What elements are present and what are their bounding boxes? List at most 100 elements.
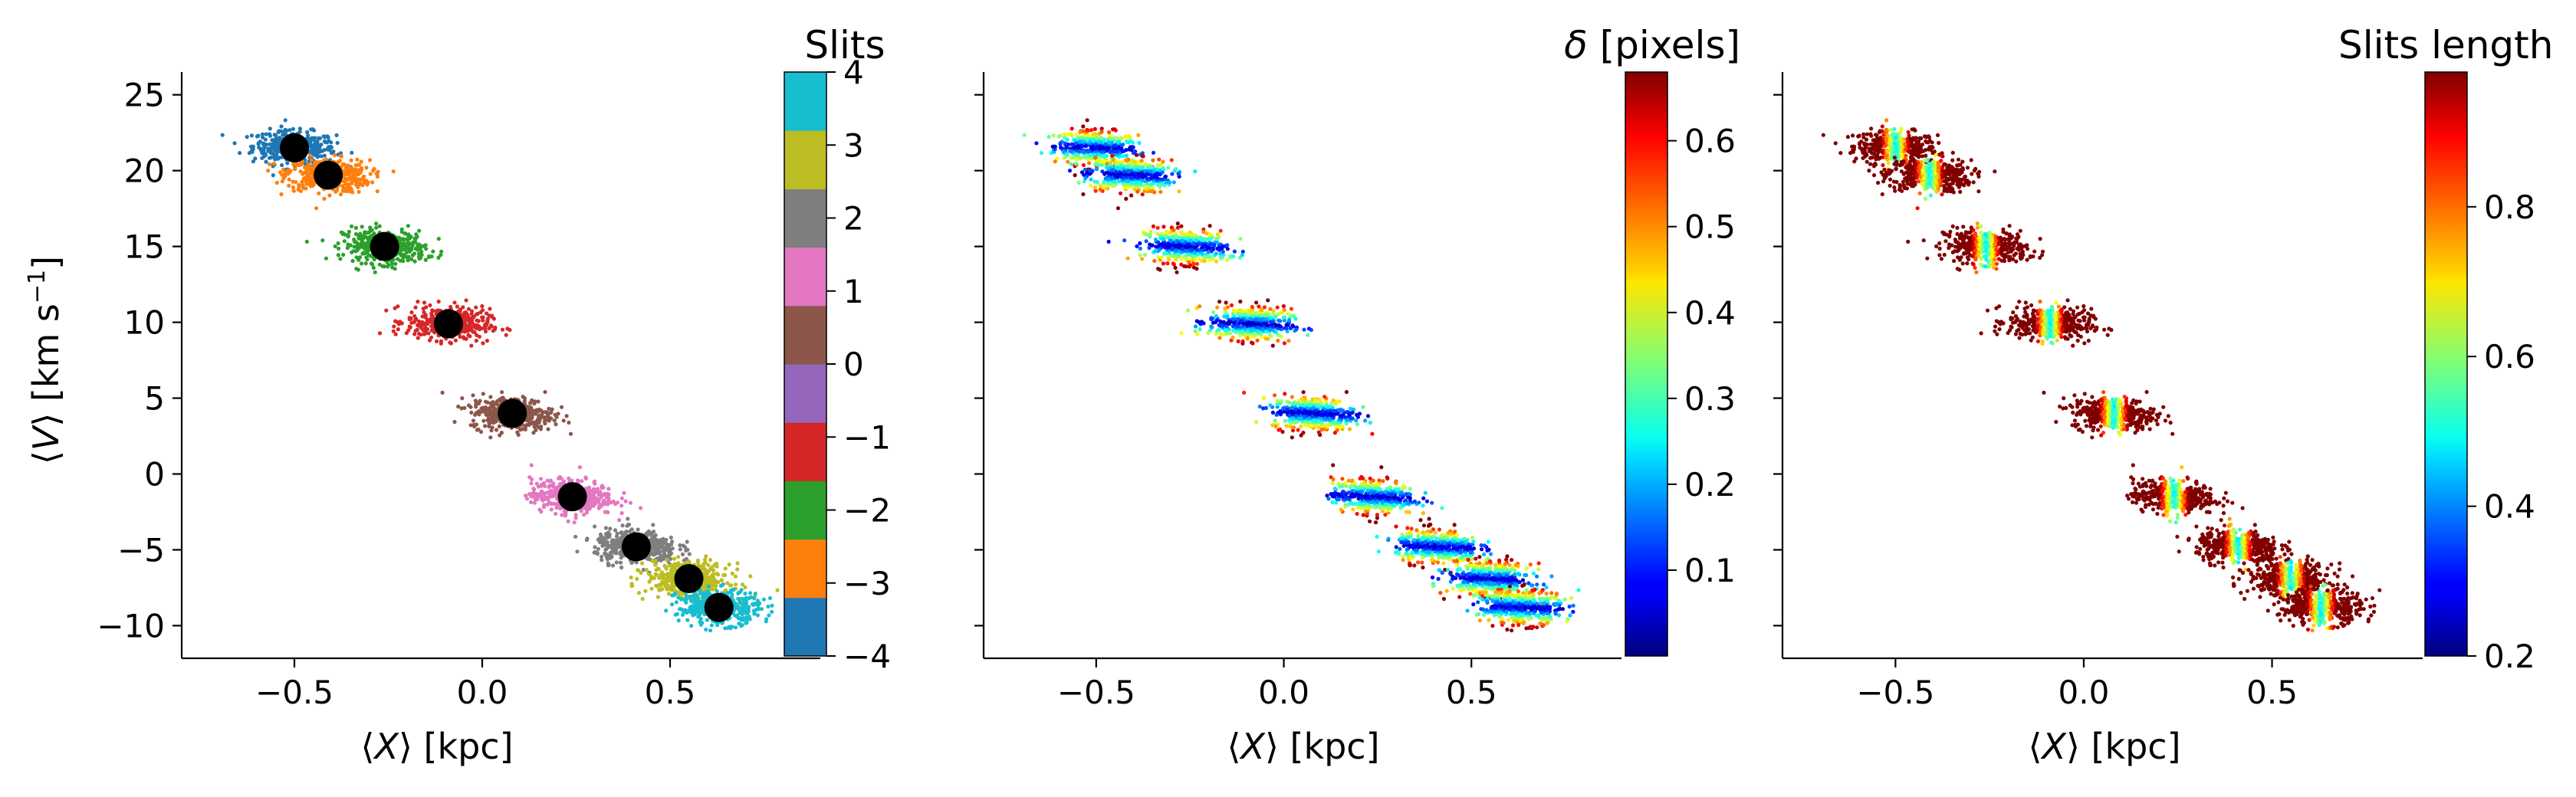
scatter-point (1113, 180, 1118, 185)
scatter-point (1099, 130, 1104, 134)
scatter-point (1170, 172, 1175, 176)
scatter-point (684, 548, 688, 553)
scatter-point (406, 257, 410, 263)
scatter-point (412, 236, 417, 241)
scatter-point (278, 170, 283, 175)
scatter-point (468, 423, 473, 428)
scatter-point (485, 413, 490, 418)
slit-center-marker (314, 160, 343, 190)
scatter-point (466, 307, 472, 311)
scatter-point (721, 572, 726, 578)
scatter-point (477, 334, 482, 339)
scatter-point (401, 259, 406, 264)
scatter-point (652, 530, 656, 534)
scatter-point (291, 185, 296, 190)
scatter-point (730, 592, 734, 597)
scatter-point (662, 553, 667, 557)
scatter-point (422, 310, 426, 314)
scatter-point (475, 323, 480, 328)
scatter-point (610, 546, 614, 550)
scatter-point (1194, 261, 1199, 266)
scatter-point (1141, 154, 1145, 159)
scatter-point (531, 421, 536, 426)
scatter-point (743, 585, 748, 590)
scatter-point (462, 336, 467, 341)
scatter-point (368, 158, 373, 162)
scatter-point (498, 433, 502, 438)
scatter-point (703, 585, 708, 589)
scatter-point (552, 418, 557, 423)
scatter-point (597, 536, 603, 540)
scatter-point (435, 339, 439, 343)
scatter-point (1092, 179, 1097, 184)
scatter-point (485, 400, 490, 405)
scatter-point (408, 325, 412, 330)
scatter-point (618, 552, 623, 556)
scatter-point (1087, 161, 1092, 166)
scatter-point (266, 169, 271, 173)
scatter-point (358, 170, 363, 175)
scatter-point (1093, 156, 1098, 160)
scatter-point (471, 418, 476, 423)
scatter-point (1089, 177, 1093, 182)
scatter-point (1140, 257, 1145, 261)
scatter-point (566, 519, 570, 523)
scatter-point (629, 575, 633, 580)
scatter-point (280, 162, 284, 168)
colorbar-tick-label: 0 (843, 346, 864, 383)
scatter-point (539, 484, 544, 489)
scatter-point (274, 180, 279, 185)
scatter-point (537, 507, 542, 512)
scatter-point (325, 134, 330, 139)
scatter-point (610, 538, 616, 543)
scatter-point (1122, 169, 1126, 174)
scatter-point (1144, 239, 1148, 244)
scatter-point (1083, 176, 1088, 181)
scatter-point (386, 263, 391, 267)
scatter-point (700, 621, 705, 625)
scatter-point (619, 496, 625, 500)
scatter-point (588, 500, 593, 504)
scatter-point (363, 261, 368, 266)
scatter-point (412, 259, 417, 264)
scatter-point (324, 256, 328, 261)
scatter-point (1179, 231, 1184, 235)
scatter-point (598, 532, 603, 537)
scatter-point (1112, 144, 1116, 149)
scatter-point (527, 412, 531, 416)
scatter-point (733, 605, 738, 611)
scatter-point (681, 543, 685, 548)
scatter-point (715, 623, 720, 628)
scatter-point (568, 431, 573, 436)
scatter-point (269, 155, 274, 160)
scatter-point (561, 418, 566, 423)
x-tick-label: 0.0 (457, 674, 508, 711)
scatter-point (338, 192, 343, 197)
scatter-point (397, 237, 402, 241)
scatter-point (307, 168, 312, 173)
scatter-point (739, 617, 744, 622)
scatter-point (220, 133, 225, 137)
scatter-point (678, 547, 683, 552)
scatter-point (704, 627, 708, 632)
scatter-point (730, 625, 734, 629)
scatter-point (613, 528, 618, 533)
scatter-point (1065, 137, 1070, 142)
scatter-point (428, 303, 432, 307)
scatter-point (674, 600, 679, 605)
scatter-point (271, 162, 277, 166)
x-tick-label: 0.5 (645, 674, 696, 711)
scatter-point (573, 513, 578, 517)
scatter-point (238, 151, 242, 156)
scatter-point (1085, 155, 1089, 159)
scatter-point (406, 224, 411, 228)
scatter-point (462, 313, 467, 317)
scatter-point (390, 265, 395, 270)
scatter-point (1112, 149, 1117, 154)
scatter-point (483, 326, 488, 331)
scatter-point (293, 166, 297, 171)
scatter-point (1058, 141, 1063, 146)
scatter-point (364, 166, 369, 170)
scatter-point (377, 331, 383, 336)
scatter-point (1133, 171, 1138, 175)
